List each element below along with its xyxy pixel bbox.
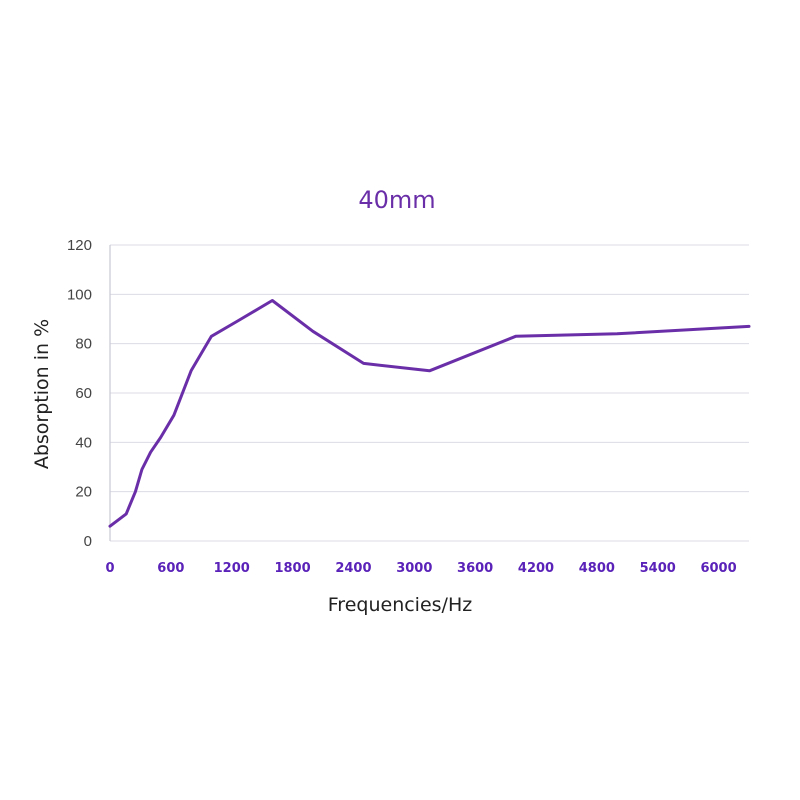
y-tick-label: 120 bbox=[67, 237, 92, 254]
x-axis-ticks: 0 600 1200 1800 2400 3000 3600 4200 4800 5400 6000 bbox=[105, 561, 736, 576]
y-axis-label: Absorption in % bbox=[31, 319, 53, 469]
x-tick-label: 4800 bbox=[579, 561, 615, 576]
x-tick-label: 2400 bbox=[335, 561, 371, 576]
x-tick-label: 4200 bbox=[518, 561, 554, 576]
y-tick-label: 100 bbox=[67, 286, 92, 303]
x-tick-label: 600 bbox=[157, 561, 184, 576]
y-tick-label: 0 bbox=[84, 533, 92, 550]
x-tick-label: 3600 bbox=[457, 561, 493, 576]
x-tick-label: 6000 bbox=[700, 561, 736, 576]
x-tick-label: 5400 bbox=[640, 561, 676, 576]
y-tick-label: 40 bbox=[75, 434, 92, 451]
y-tick-label: 60 bbox=[75, 385, 92, 402]
y-tick-label: 20 bbox=[75, 484, 92, 501]
gridlines bbox=[110, 244, 749, 542]
series-line bbox=[108, 299, 751, 528]
series-layer bbox=[108, 299, 751, 528]
y-tick-label: 80 bbox=[75, 336, 92, 353]
x-tick-label: 3000 bbox=[396, 561, 432, 576]
chart-title: 40mm bbox=[358, 186, 435, 214]
y-axis-ticks: 0 20 40 60 80 100 120 bbox=[67, 237, 92, 550]
x-tick-label: 1800 bbox=[274, 561, 310, 576]
x-tick-label: 1200 bbox=[214, 561, 250, 576]
x-tick-label: 0 bbox=[105, 561, 114, 576]
x-axis-label: Frequencies/Hz bbox=[328, 594, 472, 616]
